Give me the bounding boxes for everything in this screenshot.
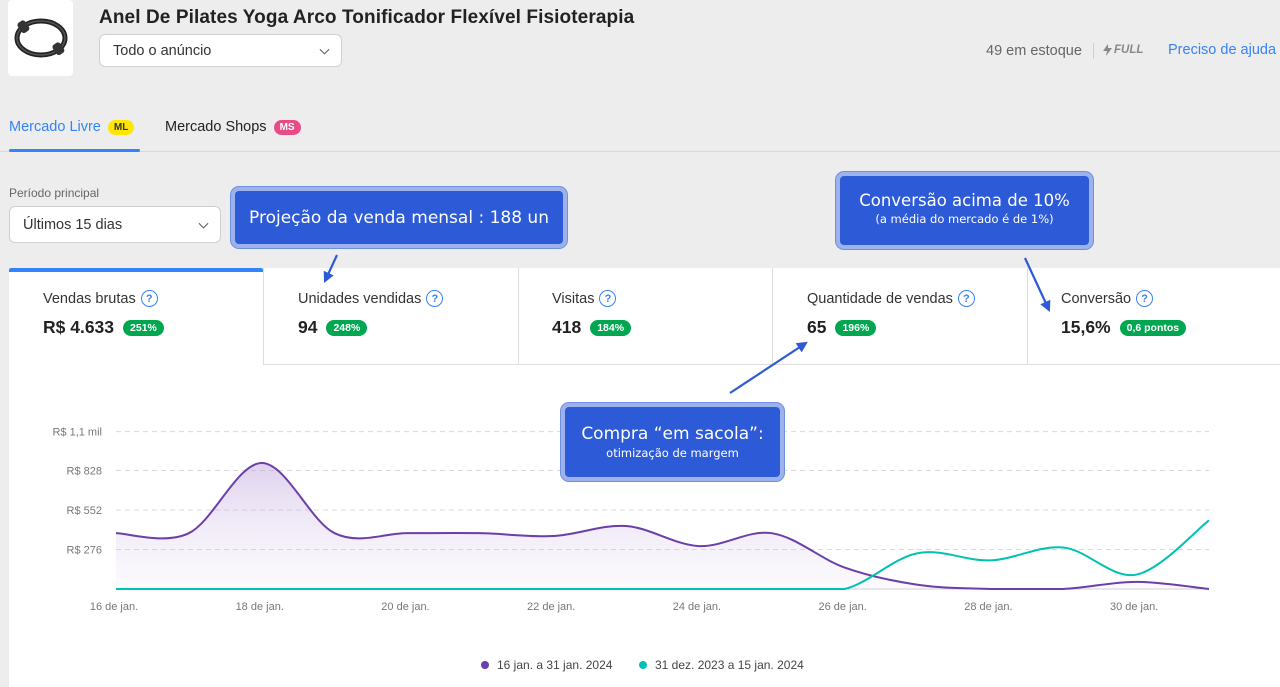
- legend-item-previous[interactable]: 31 dez. 2023 a 15 jan. 2024: [639, 658, 804, 672]
- metric-value: 94 248%: [298, 317, 368, 338]
- callout-subtitle: (a média do mercado é de 1%): [875, 212, 1054, 226]
- metric-value: R$ 4.633 251%: [43, 317, 164, 338]
- scope-select[interactable]: Todo o anúncio: [99, 34, 342, 67]
- active-tab-indicator: [9, 149, 140, 152]
- legend-dot: [639, 661, 647, 669]
- legend-dot: [481, 661, 489, 669]
- channel-tabs: Mercado Livre ML Mercado Shops MS: [0, 116, 1280, 152]
- metric-label: Unidades vendidas?: [298, 290, 444, 307]
- growth-badge: 248%: [326, 319, 368, 336]
- help-icon[interactable]: ?: [599, 290, 617, 307]
- help-icon[interactable]: ?: [140, 290, 158, 307]
- chevron-down-icon: [319, 44, 330, 55]
- pilates-ring-image: [14, 18, 67, 58]
- metric-label: Visitas?: [552, 290, 617, 307]
- metric-card-units-sold[interactable]: Unidades vendidas? 94 248%: [263, 268, 518, 365]
- metric-value: 15,6% 0,6 pontos: [1061, 317, 1187, 338]
- period-select-value: Últimos 15 dias: [23, 216, 123, 233]
- period-select[interactable]: Últimos 15 dias: [9, 206, 221, 243]
- metric-card-conversion[interactable]: Conversão? 15,6% 0,6 pontos: [1027, 268, 1280, 365]
- full-badge: FULL: [1103, 44, 1143, 56]
- growth-badge: 0,6 pontos: [1119, 319, 1187, 336]
- tab-mercado-livre[interactable]: Mercado Livre ML: [9, 119, 135, 135]
- callout-title: Conversão acima de 10%: [859, 191, 1070, 210]
- metric-label: Conversão?: [1061, 290, 1154, 307]
- metric-label: Quantidade de vendas?: [807, 290, 975, 307]
- callout-title: Compra “em sacola”:: [581, 424, 764, 444]
- legend-item-current[interactable]: 16 jan. a 31 jan. 2024: [481, 658, 612, 672]
- growth-badge: 184%: [590, 319, 632, 336]
- lightning-icon: [1103, 44, 1112, 56]
- tab-label: Mercado Livre: [9, 119, 101, 135]
- metric-card-sales-count[interactable]: Quantidade de vendas? 65 196%: [772, 268, 1027, 365]
- tab-mercado-shops[interactable]: Mercado Shops MS: [165, 119, 301, 135]
- ml-badge: ML: [107, 119, 135, 135]
- help-icon[interactable]: ?: [426, 290, 444, 307]
- legend-label: 31 dez. 2023 a 15 jan. 2024: [655, 658, 804, 672]
- divider: [1093, 43, 1094, 59]
- tab-label: Mercado Shops: [165, 119, 267, 135]
- scope-select-value: Todo o anúncio: [113, 42, 212, 59]
- full-label: FULL: [1114, 44, 1144, 56]
- help-link[interactable]: Preciso de ajuda: [1168, 42, 1277, 58]
- callout-projection: Projeção da venda mensal : 188 un: [231, 187, 567, 248]
- chevron-down-icon: [198, 218, 209, 229]
- help-icon[interactable]: ?: [1136, 290, 1154, 307]
- metrics-row: Vendas brutas? R$ 4.633 251% Unidades ven…: [9, 268, 1280, 365]
- help-icon[interactable]: ?: [957, 290, 975, 307]
- active-metric-indicator: [9, 268, 263, 272]
- stock-count: 49 em estoque: [986, 43, 1082, 59]
- period-label: Período principal: [9, 186, 100, 200]
- legend-label: 16 jan. a 31 jan. 2024: [497, 658, 613, 672]
- metric-value: 418 184%: [552, 317, 632, 338]
- ms-badge: MS: [273, 119, 301, 135]
- metric-card-gross-sales[interactable]: Vendas brutas? R$ 4.633 251%: [9, 268, 263, 365]
- product-title: Anel De Pilates Yoga Arco Tonificador Fl…: [99, 7, 635, 28]
- callout-conversion: Conversão acima de 10% (a média do merca…: [836, 172, 1093, 249]
- callout-subtitle: otimização de margem: [606, 446, 739, 460]
- metric-value: 65 196%: [807, 317, 877, 338]
- callout-text: Projeção da venda mensal : 188 un: [249, 208, 549, 228]
- growth-badge: 196%: [835, 319, 877, 336]
- product-thumbnail: [8, 0, 73, 76]
- metric-label: Vendas brutas?: [43, 290, 158, 307]
- metric-card-visits[interactable]: Visitas? 418 184%: [518, 268, 772, 365]
- growth-badge: 251%: [123, 319, 164, 336]
- callout-bag-purchase: Compra “em sacola”: otimização de margem: [561, 403, 784, 481]
